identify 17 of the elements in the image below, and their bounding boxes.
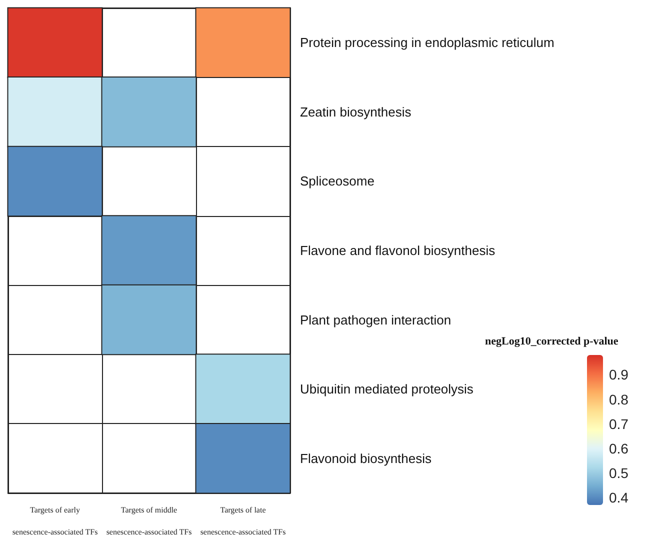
y-tick-label: Flavonoid biosynthesis xyxy=(300,450,432,466)
color-bar-label: 0.8 xyxy=(609,391,629,408)
category-label: Targets of early senescence-associated TFs xyxy=(12,506,98,536)
color-bar-label: 0.6 xyxy=(609,440,629,456)
color-bar-label: 0.4 xyxy=(609,490,629,506)
category-label: Targets of late senescence-associated TFs xyxy=(200,506,286,536)
y-tick-label: Zeatin biosynthesis xyxy=(300,104,412,120)
color-bar-label: 0.5 xyxy=(609,465,629,482)
y-tick-label: Spliceosome xyxy=(300,174,374,189)
y-tick-label: Protein processing in endoplasmic reticulum xyxy=(300,35,554,50)
color-bar-title: negLog10_corrected p-value xyxy=(485,336,618,348)
color-bar-label: 0.9 xyxy=(609,366,629,383)
y-tick-label: Ubiquitin mediated proteolysis xyxy=(300,382,474,397)
category-label: Targets of middle senescence-associated TFs xyxy=(106,506,192,536)
y-tick-label: Plant pathogen interaction xyxy=(300,312,452,328)
y-tick-label: Flavone and flavonol biosynthesis xyxy=(300,243,496,258)
color-bar-label: 0.7 xyxy=(609,416,629,432)
